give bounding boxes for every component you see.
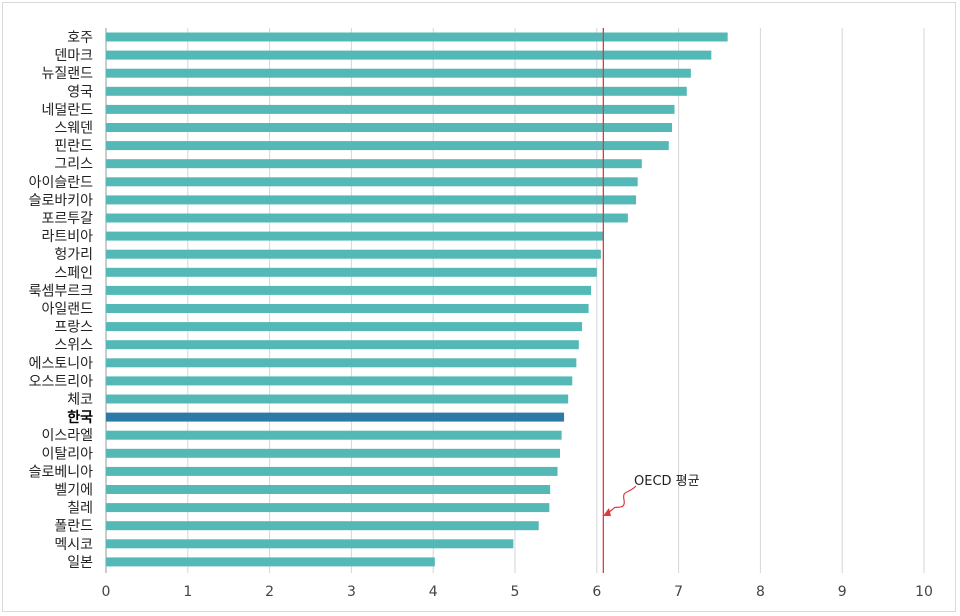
bar-3: [106, 86, 687, 96]
category-label: 핀란드: [54, 139, 93, 155]
category-label: 에스토니아: [29, 356, 94, 372]
gridlines: [105, 28, 925, 573]
bar-20: [106, 394, 569, 404]
bars: [106, 32, 728, 567]
x-tick-label: 0: [102, 584, 111, 600]
category-label: 포르투갈: [41, 211, 93, 227]
x-tick-label: 4: [429, 584, 438, 600]
category-label: 스위스: [54, 338, 93, 354]
category-label: 체코: [67, 392, 93, 408]
category-label: 슬로바키아: [29, 193, 94, 209]
bar-16: [106, 322, 583, 332]
category-label: 칠레: [67, 501, 93, 517]
category-label: 스웨덴: [54, 121, 93, 137]
x-tick-label: 9: [838, 584, 847, 600]
bar-2: [106, 68, 691, 78]
category-label: 그리스: [54, 157, 93, 173]
bar-6: [106, 141, 669, 151]
x-tick-label: 7: [674, 584, 683, 600]
x-tick-label: 5: [511, 584, 520, 600]
category-labels: 호주덴마크뉴질랜드영국네덜란드스웨덴핀란드그리스아이슬란드슬로바키아포르투갈라트…: [29, 30, 94, 571]
category-label: 한국: [67, 410, 93, 426]
x-tick-label: 3: [347, 584, 356, 600]
category-label: 아일랜드: [41, 302, 93, 318]
bar-13: [106, 267, 597, 277]
bar-24: [106, 466, 558, 476]
oecd-average-label: OECD 평균: [634, 474, 700, 489]
category-label: 프랑스: [54, 320, 93, 336]
category-label: 멕시코: [54, 537, 93, 553]
x-tick-labels: 0 1 2 3 4 5 6 7 8 9 10: [102, 584, 933, 600]
category-label: 라트비아: [41, 229, 93, 245]
category-label: 일본: [67, 555, 93, 571]
bar-29: [106, 557, 435, 567]
category-label: 헝가리: [54, 247, 93, 263]
category-label: 스페인: [54, 265, 93, 281]
category-label: 룩셈부르크: [29, 283, 94, 299]
bar-26: [106, 503, 550, 513]
category-label: 뉴질랜드: [41, 66, 93, 82]
bar-8: [106, 177, 638, 187]
bar-17: [106, 340, 579, 350]
bar-14: [106, 285, 592, 295]
category-label: 이스라엘: [41, 428, 93, 444]
bar-28: [106, 539, 514, 549]
category-label: 영국: [67, 84, 93, 100]
category-label: 네덜란드: [41, 102, 93, 118]
category-label: 폴란드: [54, 519, 93, 535]
bar-15: [106, 304, 589, 313]
category-label: 아이슬란드: [29, 175, 94, 191]
x-tick-label: 8: [756, 584, 765, 600]
x-tick-label: 1: [183, 584, 192, 600]
annotation-arrowhead-icon: [603, 508, 611, 516]
bar-5: [106, 123, 673, 132]
bar-18: [106, 358, 577, 368]
bar-21: [106, 412, 565, 422]
x-tick-label: 2: [265, 584, 274, 600]
category-label: 호주: [67, 30, 93, 46]
bar-25: [106, 485, 551, 494]
bar-23: [106, 448, 560, 458]
category-label: 덴마크: [54, 48, 93, 64]
bar-10: [106, 213, 628, 223]
x-tick-label: 6: [592, 584, 601, 600]
category-label: 슬로베니아: [29, 464, 94, 480]
bar-7: [106, 159, 642, 169]
bar-9: [106, 195, 637, 205]
bar-1: [106, 50, 712, 60]
bar-11: [106, 231, 604, 241]
category-label: 벨기에: [54, 483, 93, 499]
category-label: 이탈리아: [41, 446, 93, 462]
bar-4: [106, 104, 675, 114]
annotation-arrow: [605, 485, 637, 515]
bar-22: [106, 430, 562, 440]
bar-27: [106, 521, 539, 531]
bar-0: [106, 32, 728, 42]
bar-12: [106, 249, 601, 259]
bar-19: [106, 376, 573, 386]
x-tick-label: 10: [915, 584, 933, 600]
category-label: 오스트리아: [29, 374, 94, 390]
